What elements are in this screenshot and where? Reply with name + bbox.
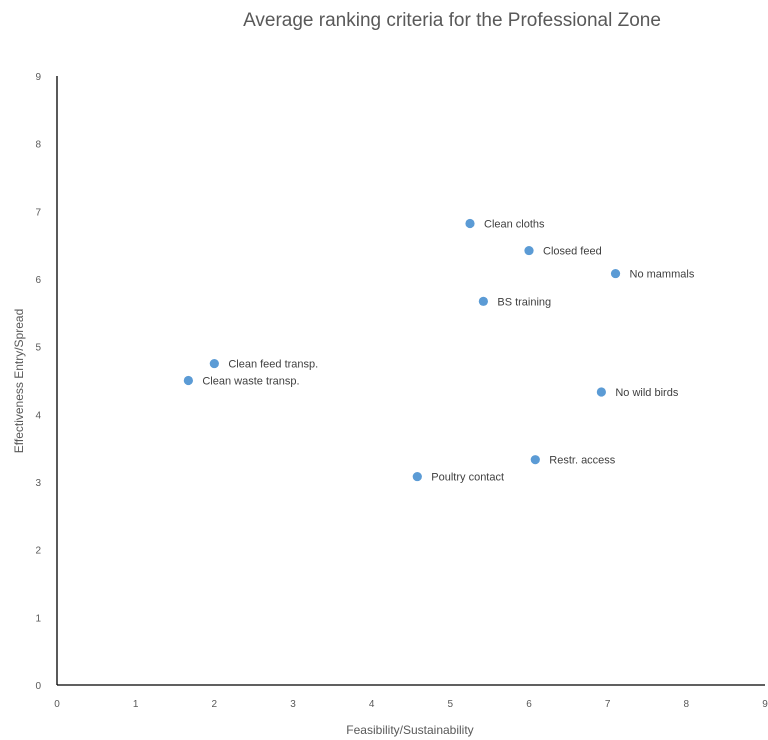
data-point-label: No wild birds — [615, 387, 678, 399]
x-tick-label: 9 — [762, 699, 768, 710]
data-points: Clean cloths Closed feed No mammals BS trai… — [183, 218, 695, 484]
data-point-label: Closed feed — [543, 246, 602, 258]
data-point-marker — [465, 218, 475, 229]
chart-title: Average ranking criteria for the Profess… — [243, 10, 661, 31]
y-tick-label: 0 — [35, 681, 41, 692]
x-tick-label: 3 — [290, 699, 296, 710]
y-tick-labels: 0 1 2 3 4 5 6 7 8 9 — [35, 72, 41, 692]
y-tick-label: 7 — [35, 207, 41, 218]
y-tick-label: 6 — [35, 275, 41, 286]
y-tick-label: 9 — [35, 72, 41, 83]
y-tick-label: 8 — [35, 140, 41, 151]
y-tick-label: 1 — [35, 613, 41, 624]
x-tick-label: 0 — [54, 699, 60, 710]
data-point-marker — [478, 296, 488, 306]
data-point-label: Clean feed transp. — [228, 359, 318, 371]
y-tick-label: 5 — [35, 343, 41, 354]
data-point-marker — [596, 387, 606, 397]
x-axis-title: Feasibility/Sustainability — [346, 723, 473, 737]
x-tick-label: 7 — [605, 699, 611, 710]
data-point-marker — [412, 471, 422, 482]
data-point-label: No mammals — [630, 269, 695, 281]
data-point-marker — [209, 358, 219, 369]
y-tick-label: 3 — [35, 478, 41, 489]
x-tick-label: 2 — [212, 699, 218, 710]
data-point-label: BS training — [497, 296, 551, 308]
x-tick-label: 5 — [448, 699, 454, 710]
x-tick-labels: 0 1 2 3 4 5 6 7 8 9 — [54, 699, 768, 710]
y-tick-label: 4 — [35, 410, 41, 421]
y-tick-label: 2 — [35, 546, 41, 557]
data-point-label: Poultry contact — [431, 472, 504, 484]
x-tick-label: 8 — [684, 699, 690, 710]
data-point-marker — [530, 455, 540, 465]
data-point-marker — [610, 268, 621, 279]
data-point-label: Clean waste transp. — [202, 376, 299, 388]
x-tick-label: 1 — [133, 699, 139, 710]
data-point-marker — [524, 245, 534, 256]
data-point-label: Clean cloths — [484, 219, 545, 231]
data-point-marker — [183, 375, 193, 386]
x-tick-label: 4 — [369, 699, 375, 710]
data-point-label: Restr. access — [549, 455, 616, 467]
y-axis-title: Effectiveness Entry/Spread — [12, 309, 26, 454]
x-tick-label: 6 — [526, 699, 532, 710]
